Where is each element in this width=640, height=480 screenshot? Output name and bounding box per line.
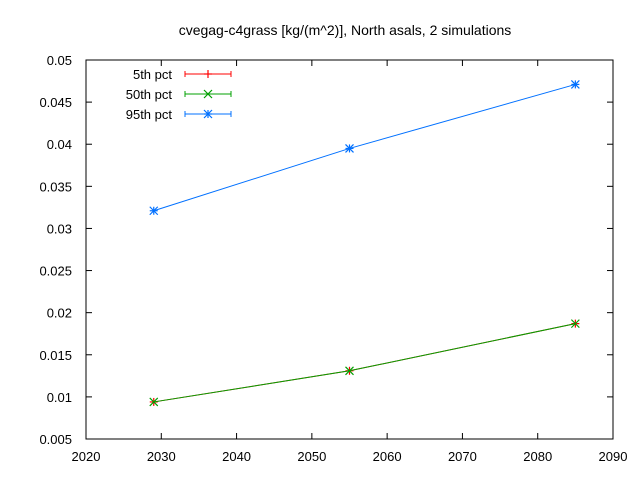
x-tick-label: 2080	[523, 449, 552, 464]
data-point	[149, 397, 159, 407]
data-point	[345, 366, 354, 376]
legend-label: 5th pct	[133, 67, 172, 82]
x-tick-label: 2040	[222, 449, 251, 464]
x-tick-label: 2070	[448, 449, 477, 464]
chart-title: cvegag-c4grass [kg/(m^2)], North asals, …	[179, 22, 512, 38]
series-line-3	[153, 83, 576, 212]
legend-label: 95th pct	[126, 107, 173, 122]
y-tick-label: 0.02	[47, 306, 72, 321]
x-tick-label: 2060	[373, 449, 402, 464]
data-point	[570, 80, 580, 89]
y-tick-label: 0.01	[47, 390, 72, 405]
data-point	[570, 319, 580, 329]
legend-marker	[204, 70, 212, 78]
y-tick-label: 0.035	[39, 179, 72, 194]
data-point	[149, 206, 159, 216]
x-tick-label: 2020	[72, 449, 101, 464]
series-lines	[149, 80, 580, 407]
data-point	[345, 144, 354, 153]
legend: 5th pct 50th pct 95th pct	[126, 67, 232, 122]
legend-label: 50th pct	[126, 87, 173, 102]
axes-ticks: 2020 2030 2040 2050 2060 2070 2080 2090 0.005 0.0…	[39, 53, 627, 464]
x-tick-label: 2090	[599, 449, 628, 464]
y-tick-label: 0.025	[39, 264, 72, 279]
y-tick-label: 0.015	[39, 348, 72, 363]
legend-marker	[203, 89, 213, 99]
plot-frame	[85, 59, 614, 440]
x-tick-label: 2030	[147, 449, 176, 464]
y-tick-label: 0.03	[47, 221, 72, 236]
series-line-1	[153, 323, 576, 403]
series-line-2	[153, 323, 576, 403]
x-tick-label: 2050	[297, 449, 326, 464]
legend-marker	[203, 109, 213, 119]
y-tick-label: 0.04	[47, 137, 72, 152]
y-tick-label: 0.045	[39, 95, 72, 110]
y-tick-label: 0.05	[47, 53, 72, 68]
y-tick-label: 0.005	[39, 432, 72, 447]
